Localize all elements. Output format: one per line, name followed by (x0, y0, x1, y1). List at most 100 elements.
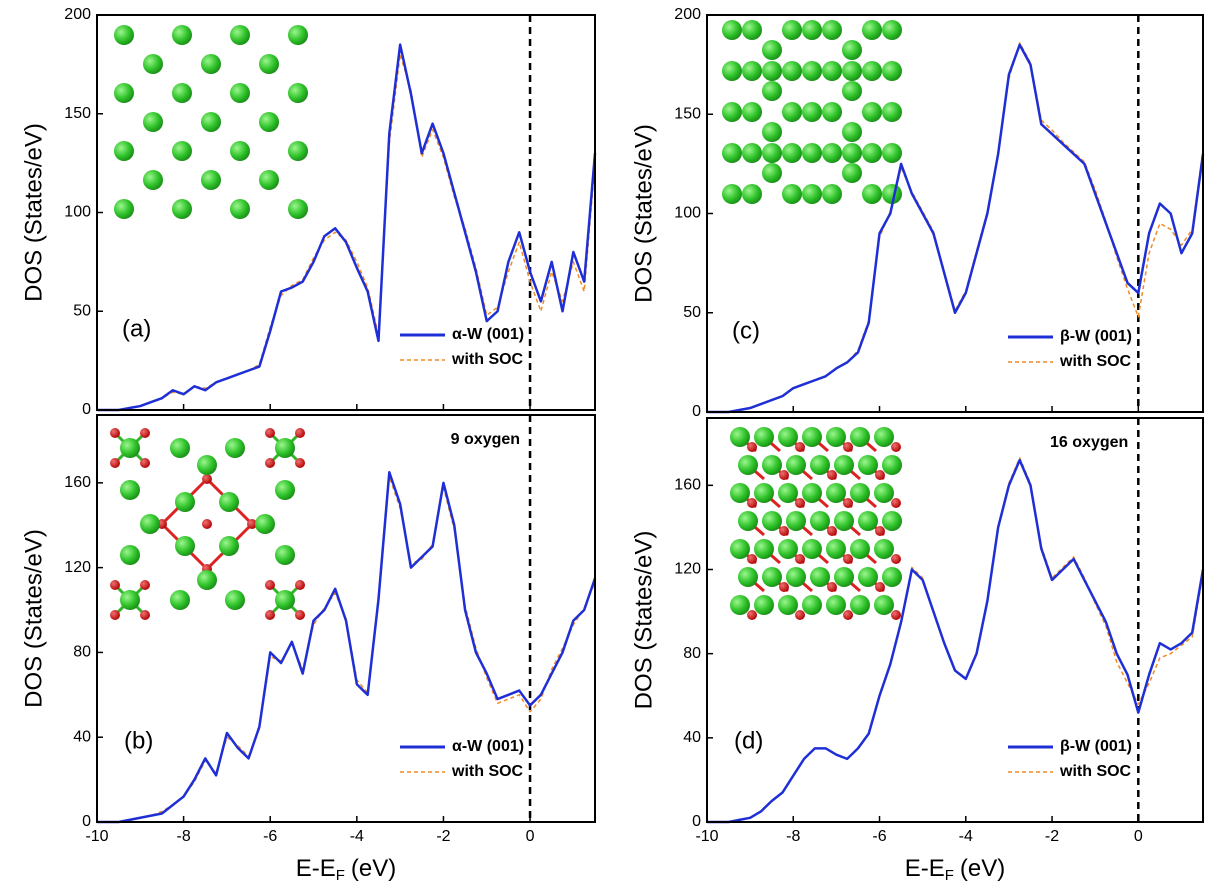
structure-inset (114, 25, 308, 219)
tungsten-atom (810, 567, 830, 587)
legend-label: with SOC (451, 763, 524, 780)
tungsten-atom (822, 143, 842, 163)
tungsten-atom (874, 427, 894, 447)
oxygen-atom (747, 610, 757, 620)
legend-label: with SOC (1059, 353, 1132, 370)
tungsten-atom (802, 20, 822, 40)
tungsten-atom (730, 483, 750, 503)
tungsten-atom (874, 595, 894, 615)
oxygen-atom (843, 498, 853, 508)
tungsten-atom (858, 511, 878, 531)
tungsten-atom (742, 102, 762, 122)
tungsten-atom (842, 122, 862, 142)
tungsten-atom (762, 567, 782, 587)
oxygen-atom (295, 610, 305, 620)
y-tick-label: 0 (82, 813, 91, 830)
dos-line (707, 43, 1205, 414)
x-tick-label: 0 (1134, 828, 1143, 845)
legend-label: α-W (001) (452, 326, 524, 343)
tungsten-atom (275, 480, 295, 500)
tungsten-atom (850, 483, 870, 503)
tungsten-atom (778, 539, 798, 559)
tungsten-atom (114, 25, 134, 45)
tungsten-atom (842, 40, 862, 60)
tungsten-atom (802, 427, 822, 447)
tungsten-atom (754, 595, 774, 615)
tungsten-atom (754, 427, 774, 447)
y-tick-label: 0 (82, 401, 91, 418)
oxygen-atom (747, 498, 757, 508)
tungsten-atom (762, 455, 782, 475)
tungsten-atom (230, 25, 250, 45)
tungsten-atom (834, 511, 854, 531)
structure-inset (722, 20, 902, 204)
annotation: 16 oxygen (1050, 434, 1128, 451)
tungsten-atom (862, 61, 882, 81)
tungsten-atom (143, 112, 163, 132)
tungsten-atom (201, 54, 221, 74)
oxygen-atom (843, 442, 853, 452)
oxygen-atom (891, 498, 901, 508)
tungsten-atom (742, 184, 762, 204)
oxygen-atom (265, 428, 275, 438)
x-tick-label: -2 (436, 828, 450, 845)
y-axis-title: DOS (States/eV) (630, 531, 657, 710)
tungsten-atom (882, 567, 902, 587)
annotation: 9 oxygen (451, 431, 520, 448)
tungsten-atom (230, 199, 250, 219)
tungsten-atom (882, 511, 902, 531)
tungsten-atom (874, 539, 894, 559)
tungsten-atom (255, 514, 275, 534)
x-axis-title-main: E-E (905, 855, 945, 882)
tungsten-atom (782, 61, 802, 81)
y-axis-title: DOS (States/eV) (20, 529, 47, 708)
tungsten-atom (230, 141, 250, 161)
tungsten-atom (288, 25, 308, 45)
tungsten-atom (114, 199, 134, 219)
tungsten-atom (762, 511, 782, 531)
tungsten-atom (850, 427, 870, 447)
y-axis-title: DOS (States/eV) (20, 123, 47, 302)
oxygen-atom (827, 582, 837, 592)
tungsten-atom (782, 184, 802, 204)
tungsten-atom (219, 492, 239, 512)
tungsten-atom (225, 590, 245, 610)
tungsten-atom (275, 590, 295, 610)
legend-label: β-W (001) (1060, 328, 1132, 345)
y-tick-label: 120 (674, 561, 701, 578)
tungsten-atom (197, 570, 217, 590)
tungsten-atom (219, 536, 239, 556)
tungsten-atom (802, 102, 822, 122)
tungsten-atom (842, 61, 862, 81)
tungsten-atom (738, 511, 758, 531)
tungsten-atom (722, 20, 742, 40)
tungsten-atom (822, 20, 842, 40)
tungsten-atom (882, 184, 902, 204)
y-tick-label: 0 (692, 813, 701, 830)
oxygen-atom (779, 582, 789, 592)
x-tick-label: -10 (695, 828, 718, 845)
x-axis-title-sub: F (336, 867, 345, 884)
tungsten-atom (288, 83, 308, 103)
tungsten-atom (738, 567, 758, 587)
y-axis-title: DOS (States/eV) (630, 124, 657, 303)
tungsten-atom (786, 511, 806, 531)
oxygen-atom (827, 470, 837, 480)
oxygen-atom (891, 442, 901, 452)
tungsten-atom (114, 83, 134, 103)
oxygen-atom (202, 474, 212, 484)
tungsten-atom (822, 184, 842, 204)
legend-label: α-W (001) (452, 738, 524, 755)
plot-frame (706, 417, 1204, 823)
tungsten-atom (782, 143, 802, 163)
y-tick-label: 80 (73, 644, 91, 661)
tungsten-atom (120, 545, 140, 565)
oxygen-atom (265, 610, 275, 620)
oxygen-atom (295, 580, 305, 590)
tungsten-atom (742, 61, 762, 81)
oxygen-atom (140, 428, 150, 438)
tungsten-atom (170, 438, 190, 458)
oxygen-atom (779, 526, 789, 536)
y-tick-label: 200 (64, 6, 91, 23)
x-axis-title-sub: F (945, 867, 954, 884)
